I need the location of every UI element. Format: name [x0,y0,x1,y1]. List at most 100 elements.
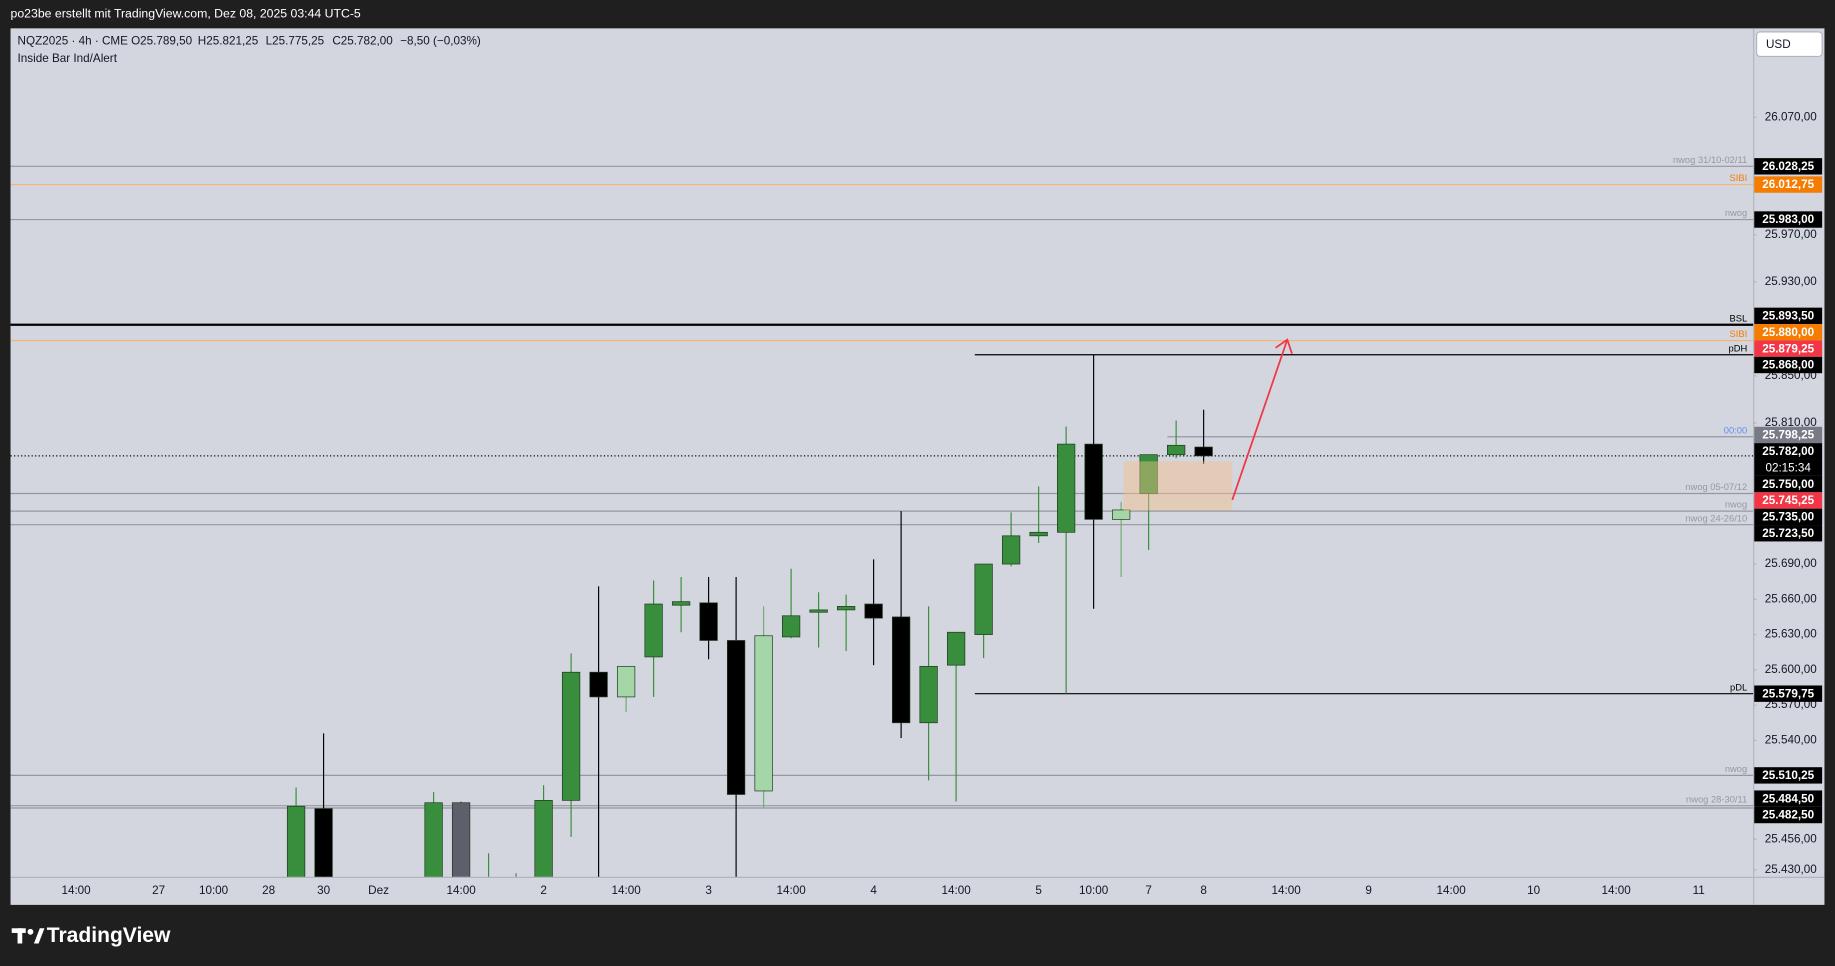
level-label: nwog 24-26/10 [1685,513,1747,523]
price-tag-label: 25.750,00 [1762,478,1814,491]
level-label: SIBI [1730,173,1748,183]
candle-body [1084,443,1103,520]
candle-body [561,671,581,801]
level-label: nwog 05-07/12 [1685,482,1747,492]
candle-body [1001,535,1021,565]
y-tick-label: 25.456,00 [1765,832,1817,845]
x-tick-label: 3 [705,884,712,897]
price-tag-label: 25.510,25 [1762,769,1814,782]
candle-body [671,601,691,606]
y-tick-label: 25.970,00 [1765,228,1817,241]
level-label: pDL [1730,682,1747,692]
candle-body [919,665,938,724]
level-label: nwog [1725,764,1747,774]
x-tick-label: 27 [152,884,165,897]
price-tag-label: 25.782,00 [1762,445,1814,458]
candle-body [809,609,828,613]
x-tick-label: 10:00 [1079,884,1109,897]
price-tag-label: 25.723,50 [1762,527,1814,540]
candle-body [1029,531,1048,537]
price-tag [1754,324,1823,341]
x-tick-label: Dez [368,884,389,897]
price-tag-label: 26.012,75 [1762,178,1814,191]
y-tick-label: 25.930,00 [1765,275,1817,288]
price-tag [1754,158,1823,175]
change: −8,50 (−0,03%) [400,34,481,47]
y-tick-label: 25.690,00 [1765,557,1817,570]
logo-mark [11,928,45,944]
candle-body [781,615,801,638]
x-tick-label: 7 [1145,884,1152,897]
x-tick-label: 8 [1200,884,1207,897]
y-tick-label: 25.600,00 [1765,663,1817,676]
credit: po23be erstellt mit TradingView.com, Dez… [11,7,361,21]
currency[interactable]: USD [1766,38,1791,51]
price-tag [1754,475,1823,493]
candle-body [726,640,746,795]
x-tick-label: 10 [1527,884,1541,897]
candle-body [286,805,306,877]
candle-body [699,602,718,641]
y-tick-label: 25.630,00 [1765,628,1817,641]
logo: TradingView [47,924,171,947]
y-tick-label: 26.070,00 [1765,110,1817,123]
y-tick-label: 25.540,00 [1765,734,1817,747]
candle-body [974,563,993,635]
candle-body [1139,454,1158,494]
x-tick-label: 14:00 [1602,884,1632,897]
candle-body [891,616,911,724]
y-tick-label: 25.660,00 [1765,592,1817,605]
ohlc-close: C25.782,00 [332,34,393,47]
candle-body [1112,509,1131,520]
price-tag-label: 25.745,25 [1762,494,1814,507]
price-tag-label: 25.482,50 [1762,809,1814,822]
x-tick-label: 14:00 [446,884,476,897]
x-tick-label: 5 [1035,884,1042,897]
level-label: nwog 31/10-02/11 [1673,155,1747,165]
price-tag [1754,426,1823,444]
price-tag [1754,356,1823,374]
candle-body [1194,446,1213,457]
price-tag-label: 25.868,00 [1762,359,1814,372]
x-tick-label: 14:00 [941,884,971,897]
candle-body [534,800,553,877]
countdown: 02:15:34 [1765,461,1811,474]
x-tick-label: 14:00 [1272,884,1302,897]
price-tag-label: 25.579,75 [1762,687,1814,700]
ohlc-high: H25.821,25 [198,34,259,47]
x-tick-label: 9 [1365,884,1372,897]
price-tag-label: 25.484,50 [1762,792,1814,805]
x-tick-label: 14:00 [61,884,91,897]
x-tick-label: 4 [870,884,877,897]
countdown-tag [1754,459,1823,476]
x-tick-label: 10:00 [199,884,229,897]
level-label: SIBI [1730,329,1748,339]
candle-body [616,665,636,698]
x-tick-label: 2 [540,884,547,897]
ohlc-low: L25.775,25 [266,34,325,47]
candle-body [589,671,608,698]
price-tag [1754,211,1823,228]
price-tag [1754,790,1823,807]
price-tag-label: 25.880,00 [1762,326,1814,339]
candle-body [946,631,966,666]
symbol: NQZ2025 · 4h · CME [18,34,129,47]
price-tag [1754,443,1823,460]
x-tick-label: 14:00 [611,884,641,897]
candle-body [424,802,443,877]
price-tag [1754,176,1823,193]
x-tick-label: 14:00 [1437,884,1467,897]
chart-panel [10,28,1825,905]
level-label: nwog 28-30/11 [1686,794,1747,804]
level-label: nwog [1725,500,1747,510]
price-tag-label: 25.983,00 [1762,213,1814,226]
candle-body [644,603,663,658]
candle-body [836,606,856,611]
x-tick-label: 14:00 [776,884,806,897]
price-tag-label: 25.735,00 [1762,511,1814,524]
currency-button[interactable] [1756,31,1823,58]
price-tag-label: 25.879,25 [1762,342,1814,355]
arrow [1231,338,1293,501]
